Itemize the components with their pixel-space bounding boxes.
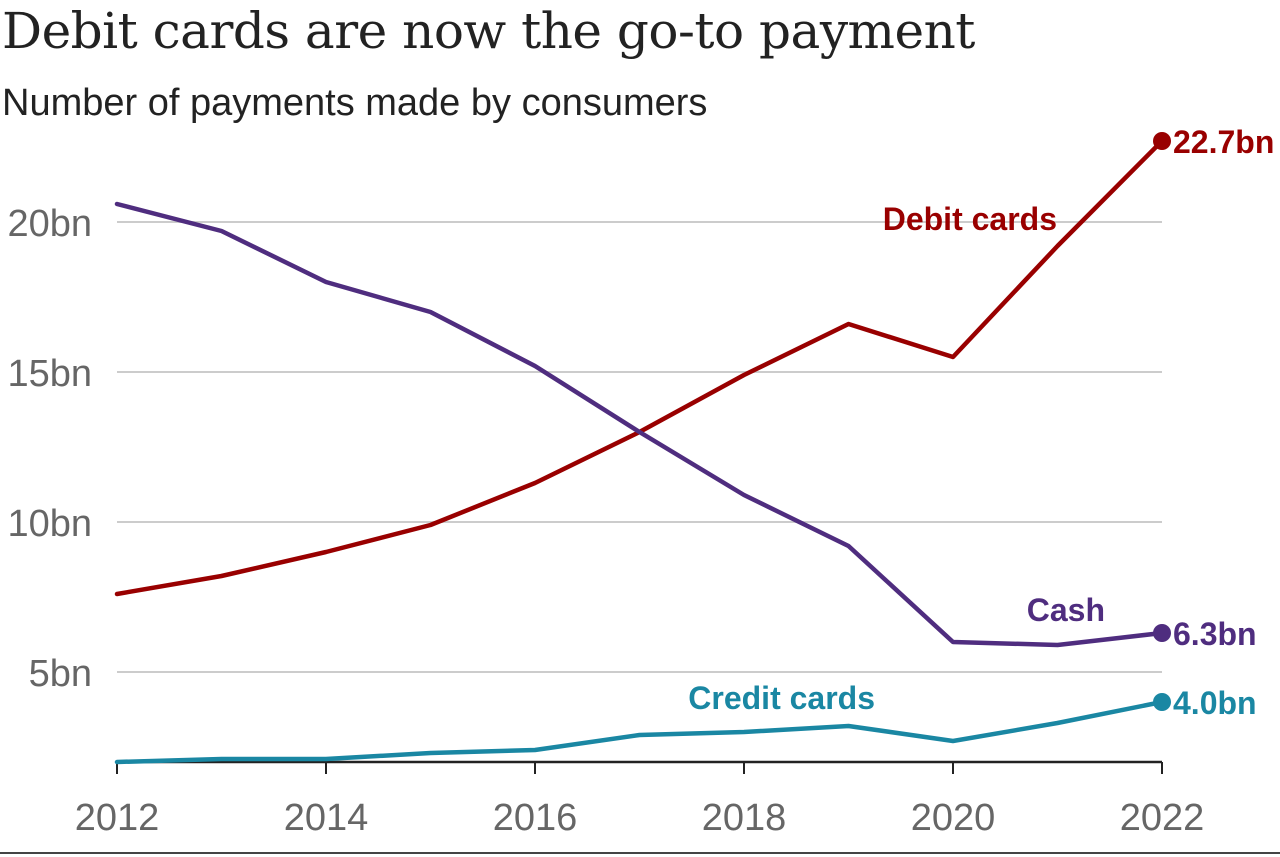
y-tick-label: 10bn [7,503,92,545]
bottom-rule [0,852,1280,854]
debit-cards-end-value: 22.7bn [1173,124,1274,160]
series-lines [114,132,1171,765]
gridlines [117,221,1162,764]
y-tick-label: 20bn [7,203,92,245]
x-tick-label: 2014 [284,797,369,839]
chart-subtitle: Number of payments made by consumers [2,82,708,124]
x-axis-ticks: 2012 2014 2016 2018 2020 2022 [75,762,1205,839]
x-tick-label: 2012 [75,797,160,839]
y-tick-label: 15bn [7,353,92,395]
cash-series-label: Cash [1027,592,1105,628]
cash-end-marker [1153,624,1171,642]
x-tick-label: 2022 [1120,797,1205,839]
cash-end-value: 6.3bn [1173,616,1257,652]
cash-line [114,201,1165,648]
x-tick-label: 2018 [702,797,787,839]
x-tick-label: 2020 [911,797,996,839]
series-labels: 22.7bn Debit cards 6.3bn Cash 4.0bn Credit ca… [688,124,1274,721]
credit-cards-end-value: 4.0bn [1173,685,1257,721]
debit-cards-end-marker [1153,132,1171,150]
chart-title: Debit cards are now the go-to payment [2,2,975,60]
credit-cards-end-marker [1153,693,1171,711]
credit-cards-line [114,699,1165,765]
x-tick-label: 2016 [493,797,578,839]
credit-cards-series-label: Credit cards [688,680,875,716]
y-tick-label: 5bn [29,653,92,695]
debit-cards-series-label: Debit cards [883,201,1057,237]
y-axis-ticks: 5bn 10bn 15bn 20bn [7,203,92,695]
